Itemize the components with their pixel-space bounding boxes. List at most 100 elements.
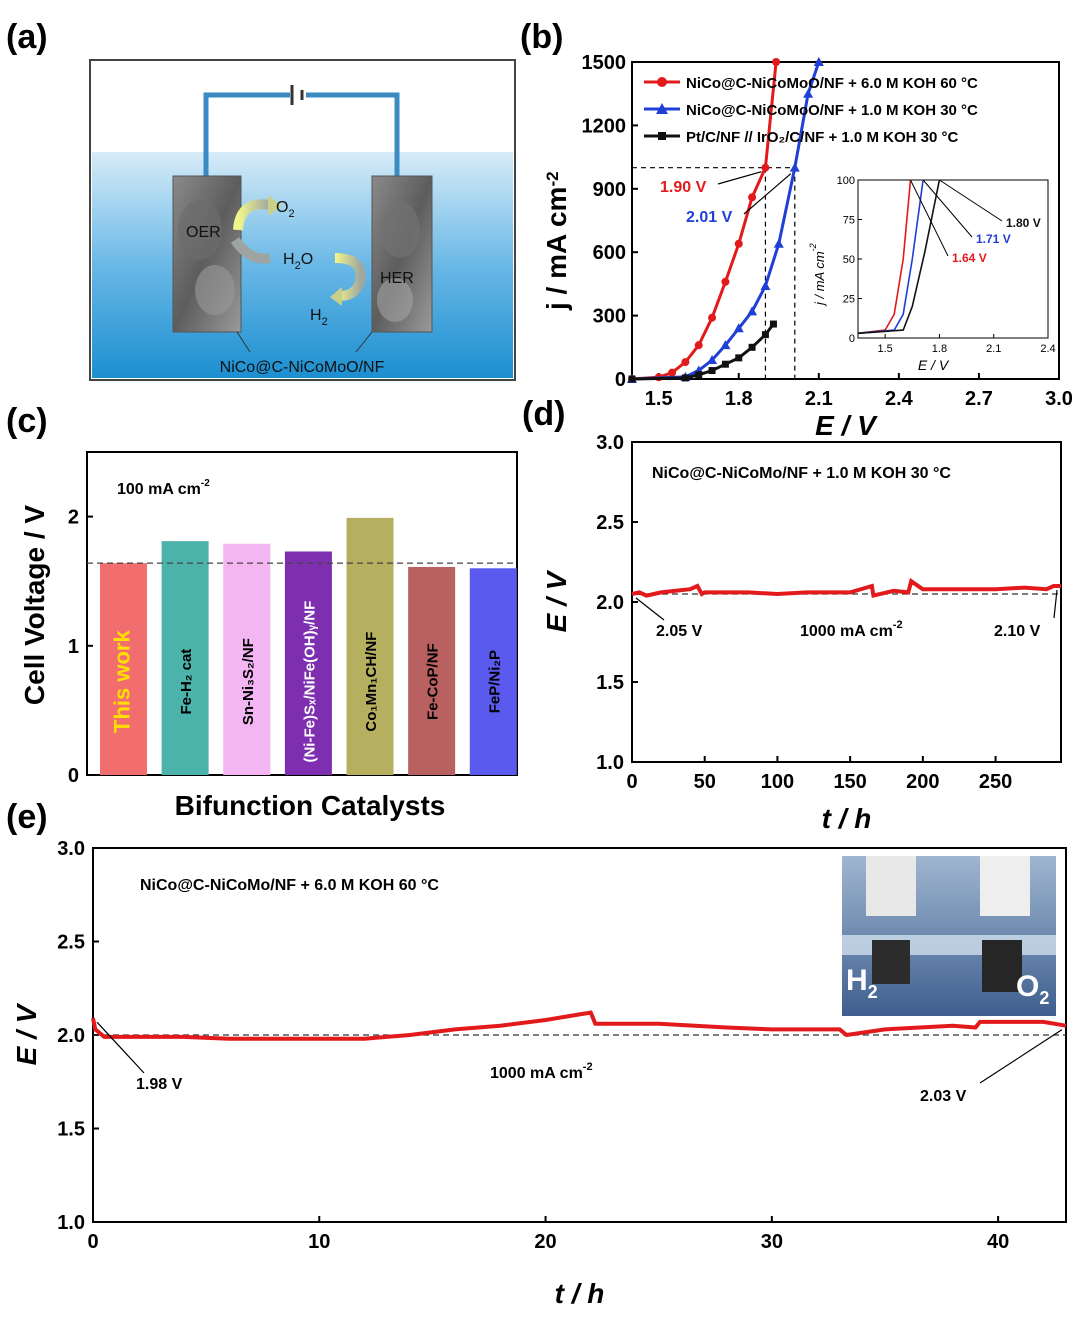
y-axis-title: E / V xyxy=(541,569,572,632)
inset-x-tick-label: 2.1 xyxy=(986,343,1001,355)
bar-label-2: Sn-Ni₃S₂/NF xyxy=(240,638,257,725)
annotation-current-main: 1000 mA cm xyxy=(800,623,893,640)
x-tick-label: 0 xyxy=(626,771,637,793)
series-point-0 xyxy=(761,164,769,172)
series-point-2 xyxy=(749,344,756,351)
y-axis-title: Cell Voltage / V xyxy=(19,505,50,706)
inset-label-0: 1.80 V xyxy=(1006,216,1041,230)
x-tick-label: 1.5 xyxy=(645,388,673,410)
photo-label-o2-main: O xyxy=(1016,970,1039,1003)
annotation-current: 1000 mA cm-2 xyxy=(490,1061,593,1082)
annotation-current: 1000 mA cm-2 xyxy=(800,619,903,640)
inset-y-tick-label: 50 xyxy=(843,254,855,266)
chart-d-stability-1m: 0 50 100 150 200 250 1.0 1.5 2.0 2.5 3.0 t / h E / V… xyxy=(541,432,1061,834)
series-point-2 xyxy=(722,361,729,368)
series-point-0 xyxy=(681,358,689,366)
inset-y-title-main: j / mA cm xyxy=(812,251,827,307)
series-point-0 xyxy=(695,341,703,349)
chart-title: NiCo@C-NiCoMo/NF + 1.0 M KOH 30 °C xyxy=(652,465,951,482)
y-tick-label: 300 xyxy=(593,306,626,328)
series-point-2 xyxy=(770,321,777,328)
x-tick-label: 10 xyxy=(308,1231,330,1253)
series-point-2 xyxy=(629,376,636,383)
annotation-start-arrow xyxy=(97,1022,144,1073)
y-tick-label: 1.0 xyxy=(596,752,624,774)
legend-label-2: Pt/C/NF // IrO₂/C/NF + 1.0 M KOH 30 °C xyxy=(686,129,958,146)
x-tick-label: 150 xyxy=(833,771,866,793)
y-tick-label: 1.5 xyxy=(57,1119,85,1141)
inset-y-tick-label: 0 xyxy=(849,333,855,345)
figure: (a) (b) (c) (d) (e) OER HER O2 H2O H2 Ni… xyxy=(0,0,1080,1320)
chart-c-cell-voltage: 0 1 2 100 mA cm-2 Cell Voltage / V Bifunction… xyxy=(19,452,517,821)
series-point-2 xyxy=(762,331,769,338)
texture-3 xyxy=(380,202,420,258)
inset-y-tick-label: 100 xyxy=(837,175,855,187)
series-point-0 xyxy=(721,278,729,286)
panel-label-a: (a) xyxy=(6,18,48,56)
annotation-current-sup: -2 xyxy=(893,619,903,631)
annotation-start-arrow xyxy=(636,598,664,620)
x-tick-label: 20 xyxy=(534,1231,556,1253)
x-tick-label: 2.7 xyxy=(965,388,993,410)
annotation-current-main: 1000 mA cm xyxy=(490,1065,583,1082)
y-tick-label: 0 xyxy=(68,765,79,787)
inset-y-tick-label: 75 xyxy=(843,215,855,227)
photo-electrode-holder-right xyxy=(980,856,1030,916)
legend-marker-0 xyxy=(657,77,667,87)
inset-y-tick-label: 25 xyxy=(843,294,855,306)
electrode-label: NiCo@C-NiCoMoO/NF xyxy=(220,359,385,376)
y-tick-label: 900 xyxy=(593,179,626,201)
y-tick-label: 600 xyxy=(593,242,626,264)
annotation-current-sup: -2 xyxy=(583,1061,593,1073)
h2-main: H xyxy=(310,307,322,324)
inset-x-title: E / V xyxy=(918,357,950,373)
series-point-2 xyxy=(682,374,689,381)
h2-sub: 2 xyxy=(322,316,328,328)
series-point-0 xyxy=(748,193,756,201)
inset-y-title-sup: -2 xyxy=(808,243,818,251)
y-tick-label: 1.5 xyxy=(596,672,624,694)
y-axis-title-sup: -2 xyxy=(543,171,562,186)
chart-c-title-main: 100 mA cm xyxy=(117,481,201,498)
x-tick-label: 50 xyxy=(694,771,716,793)
y-axis-title: E / V xyxy=(11,1002,42,1065)
x-tick-label: 2.1 xyxy=(805,388,833,410)
her-label: HER xyxy=(380,270,414,287)
x-tick-label: 200 xyxy=(906,771,939,793)
o2-sub: 2 xyxy=(288,208,294,220)
series-point-0 xyxy=(735,240,743,248)
series-point-2 xyxy=(735,354,742,361)
chart-c-title: 100 mA cm-2 xyxy=(117,478,210,498)
inset-x-tick-label: 1.8 xyxy=(932,343,947,355)
inset-label-2: 1.64 V xyxy=(952,251,987,265)
legend-marker-2 xyxy=(658,132,666,140)
inset-label-1: 1.71 V xyxy=(976,232,1011,246)
y-tick-label: 1200 xyxy=(582,115,627,137)
x-axis-title: Bifunction Catalysts xyxy=(175,790,446,821)
photo-label-h2-sub: 2 xyxy=(868,982,878,1002)
x-tick-label: 40 xyxy=(987,1231,1009,1253)
photo-label-o2-sub: 2 xyxy=(1039,988,1049,1008)
x-tick-label: 3.0 xyxy=(1045,388,1073,410)
x-tick-label: 1.8 xyxy=(725,388,753,410)
y-tick-label: 1 xyxy=(68,636,79,658)
panel-label-d: (d) xyxy=(522,395,565,433)
annotation-end-arrow xyxy=(980,1030,1062,1083)
chart-d-plot-frame xyxy=(632,442,1061,762)
photo-electrode-left xyxy=(872,940,910,984)
panel-label-c: (c) xyxy=(6,402,48,440)
annotation-start: 1.98 V xyxy=(136,1076,183,1093)
series-point-1 xyxy=(790,163,800,172)
bar-label-0: This work xyxy=(110,630,135,733)
chart-title: NiCo@C-NiCoMo/NF + 6.0 M KOH 60 °C xyxy=(140,877,439,894)
inset-y-title: j / mA cm-2 xyxy=(808,243,827,307)
annotation-start: 2.05 V xyxy=(656,623,703,640)
x-axis-title: t / h xyxy=(555,1278,605,1309)
bar-label-3: (Ni-Fe)Sₓ/NiFe(OH)ᵧ/NF xyxy=(301,601,318,763)
series-line-2 xyxy=(632,324,773,379)
h2o-tail: O xyxy=(301,251,313,268)
y-axis-title-main: j / mA cm xyxy=(541,187,572,311)
inset-x-tick-label: 2.4 xyxy=(1040,343,1055,355)
bar-label-5: Fe-CoP/NF xyxy=(425,643,442,720)
panel-label-b: (b) xyxy=(520,18,563,56)
